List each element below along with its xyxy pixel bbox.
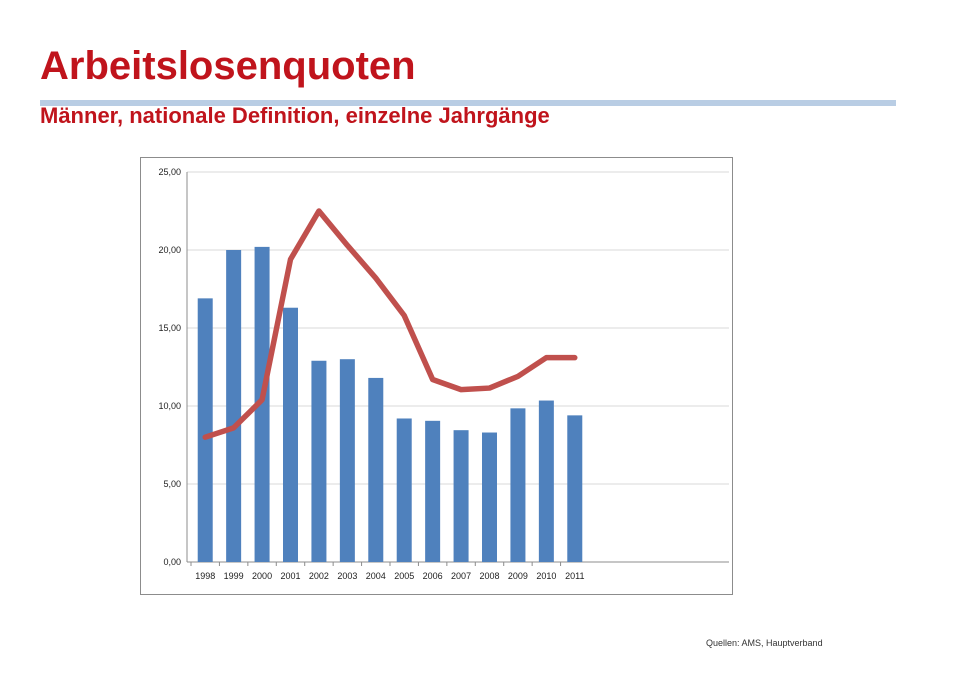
grid-layer	[187, 171, 729, 563]
x-tick-label: 1998	[195, 571, 215, 581]
x-tick-label: 2002	[309, 571, 329, 581]
x-tick-label: 2010	[536, 571, 556, 581]
x-tick-label: 2007	[451, 571, 471, 581]
x-tick-label: 2003	[337, 571, 357, 581]
x-tick-label: 2001	[280, 571, 300, 581]
bar-59-jahre	[311, 360, 327, 562]
y-tick-label: 25,00	[158, 167, 181, 177]
bar-59-jahre	[197, 298, 213, 562]
bar-59-jahre	[283, 307, 298, 562]
bar-59-jahre	[368, 377, 384, 562]
line-60-jahre	[202, 208, 578, 440]
axis-layer: 0,00 5,00 10,00 15,00 20,00 25,00 1998 1999 2000…	[158, 167, 584, 581]
bar-59-jahre	[510, 408, 526, 562]
bar-59-jahre	[482, 432, 497, 562]
y-tick-label: 15,00	[158, 323, 181, 333]
x-tick-label: 2005	[394, 571, 414, 581]
x-tick-label: 2004	[366, 571, 386, 581]
x-tick-label: 2000	[252, 571, 272, 581]
x-tick-label: 2008	[479, 571, 499, 581]
x-tick-label: 2006	[423, 571, 443, 581]
y-tick-label: 20,00	[158, 245, 181, 255]
bar-59-jahre	[254, 246, 270, 562]
bar-59-jahre	[538, 400, 554, 562]
bar-59-jahre	[339, 359, 355, 562]
y-tick-label: 10,00	[158, 401, 181, 411]
bars-layer	[197, 246, 583, 562]
bar-59-jahre	[226, 250, 242, 562]
line-layer	[202, 208, 578, 440]
y-tick-label: 0,00	[163, 557, 181, 567]
x-tick-label: 2009	[508, 571, 528, 581]
unemployment-chart: 0,00 5,00 10,00 15,00 20,00 25,00 1998 1999 2000…	[158, 167, 729, 581]
chart-frame: 0,00 5,00 10,00 15,00 20,00 25,00 1998 1999 2000…	[140, 157, 733, 595]
page-subtitle: Männer, nationale Definition, einzelne J…	[40, 103, 550, 128]
bar-59-jahre	[453, 430, 469, 562]
bar-59-jahre	[396, 418, 412, 562]
title-divider	[40, 100, 896, 106]
x-tick-label: 2011	[565, 571, 584, 581]
x-tick-label: 1999	[224, 571, 244, 581]
y-tick-label: 5,00	[163, 479, 181, 489]
bar-59-jahre	[567, 415, 583, 562]
page-title: Arbeitslosenquoten	[40, 44, 416, 88]
source-note: Quellen: AMS, Hauptverband	[706, 638, 823, 648]
bar-59-jahre	[425, 420, 441, 562]
